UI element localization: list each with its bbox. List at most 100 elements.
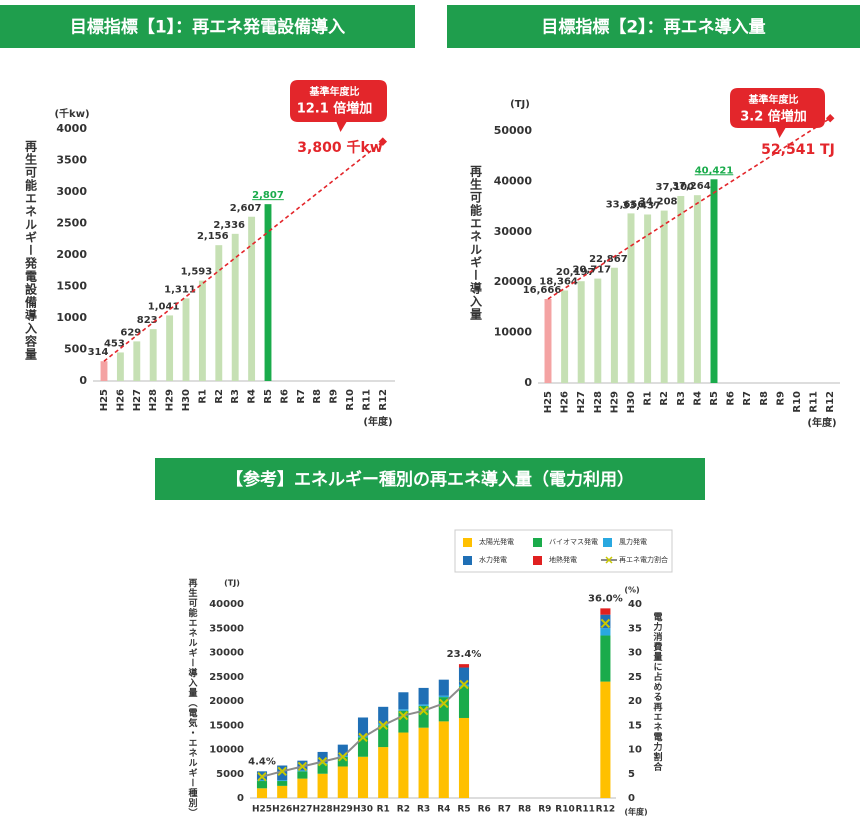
x-axis-unit: (年度): [807, 416, 836, 429]
x-tick-label: R1: [377, 805, 390, 815]
x-tick-label: R6: [478, 805, 491, 815]
value-label: 2,336: [213, 220, 245, 231]
target-label: 3,800 千kw: [297, 139, 382, 156]
y-tick-label: 0: [524, 376, 532, 389]
bar: [644, 214, 652, 383]
bar-segment: [337, 744, 348, 756]
bar-segment: [277, 765, 288, 781]
bar-segment: [458, 686, 470, 718]
x-tick-label: R7: [498, 805, 511, 815]
ratio-line: [262, 623, 605, 776]
bar: [248, 216, 256, 381]
x-tick-label: H28: [593, 391, 604, 413]
x-tick-label: R5: [457, 805, 470, 815]
ratio-marker: [257, 771, 267, 782]
y-tick-label: 35000: [209, 623, 244, 634]
header-title: 目標指標【1】：再エネ発電設備導入: [70, 17, 345, 38]
bar: [693, 195, 701, 383]
ratio-marker: [358, 732, 368, 743]
x-tick-label: R11: [575, 805, 594, 815]
ratio-marker: [338, 752, 348, 762]
y-tick-label: 20000: [209, 696, 244, 707]
bar-segment: [438, 697, 449, 722]
y2-axis-label: 電力消費量に占める再エネ電力割合: [652, 612, 663, 772]
header-box: [155, 458, 705, 500]
x-tick-label: H28: [148, 389, 159, 411]
x-tick-label: H29: [609, 391, 620, 413]
x-tick-label: R6: [726, 391, 737, 406]
legend-label: 風力発電: [619, 537, 647, 546]
bar: [182, 298, 190, 381]
x-tick-label: R2: [214, 389, 225, 404]
value-label: 34,208: [639, 197, 678, 208]
y-tick-label: 500: [64, 343, 87, 356]
target-marker: [825, 113, 835, 123]
y-axis-label: 再生可能エネルギー導入量: [469, 165, 483, 321]
y-tick-label: 1500: [56, 280, 87, 293]
x-tick-label: R12: [378, 389, 389, 411]
value-label: 18,364: [539, 276, 578, 287]
bar-segment: [378, 706, 389, 724]
value-label: 33,437: [622, 200, 661, 211]
bar-segment: [418, 727, 429, 798]
bar-segment: [438, 695, 449, 698]
bar-segment: [378, 747, 389, 798]
x-tick-label: H25: [543, 391, 554, 413]
bar-segment: [297, 771, 308, 779]
x-tick-label: R10: [345, 389, 356, 411]
value-label: 16,666: [523, 285, 562, 296]
legend-swatch: [603, 538, 612, 547]
bar-segment: [458, 717, 470, 798]
x-tick-label: H25: [252, 805, 272, 815]
x-tick-label: H29: [333, 805, 353, 815]
x-tick-label: R9: [329, 389, 340, 404]
x-tick-label: R6: [279, 389, 290, 404]
bar-segment: [297, 770, 308, 772]
value-label: 20,197: [556, 267, 595, 278]
callout-box: [730, 88, 825, 138]
ratio-marker: [418, 705, 429, 716]
bar-segment: [317, 764, 328, 774]
y-tick-label: 30000: [209, 648, 244, 659]
bar: [561, 290, 569, 383]
x-tick-label: R3: [230, 389, 241, 404]
value-label: 22,867: [589, 254, 628, 265]
bar-segment: [600, 681, 611, 798]
x-tick-label: R8: [312, 389, 323, 404]
bar-segment: [277, 781, 288, 786]
x-tick-label: R9: [538, 805, 551, 815]
ratio-marker: [459, 679, 469, 690]
legend-swatch: [463, 538, 472, 547]
bar-segment: [398, 709, 409, 711]
y-tick-label: 5000: [216, 769, 244, 780]
bar: [627, 213, 635, 383]
value-label: 1,311: [164, 284, 196, 295]
legend-swatch: [463, 556, 472, 565]
bar: [100, 361, 108, 381]
value-label: 2,156: [197, 231, 229, 242]
value-label: 36.0%: [588, 593, 623, 604]
x-tick-label: R1: [197, 389, 208, 404]
ratio-marker: [297, 761, 308, 772]
value-label: 823: [137, 315, 158, 326]
ratio-marker: [317, 756, 328, 767]
callout-box: [290, 80, 387, 132]
bar-segment: [600, 614, 611, 629]
bar: [231, 233, 239, 381]
y-tick-label: 2000: [56, 248, 87, 261]
bar-segment: [357, 737, 369, 757]
x-tick-label: R2: [659, 391, 670, 406]
x-tick-label: H27: [132, 389, 143, 411]
bar: [710, 179, 718, 383]
legend-swatch: [605, 556, 613, 564]
x-tick-label: H28: [313, 805, 333, 815]
legend-box: [454, 529, 673, 573]
x-tick-label: R11: [809, 391, 820, 413]
bar: [215, 245, 223, 381]
y-tick-label: 0: [79, 374, 87, 387]
bar-segment: [337, 766, 348, 798]
x-tick-label: R12: [825, 391, 836, 413]
x-tick-label: H26: [272, 805, 292, 815]
bar-segment: [418, 704, 429, 706]
